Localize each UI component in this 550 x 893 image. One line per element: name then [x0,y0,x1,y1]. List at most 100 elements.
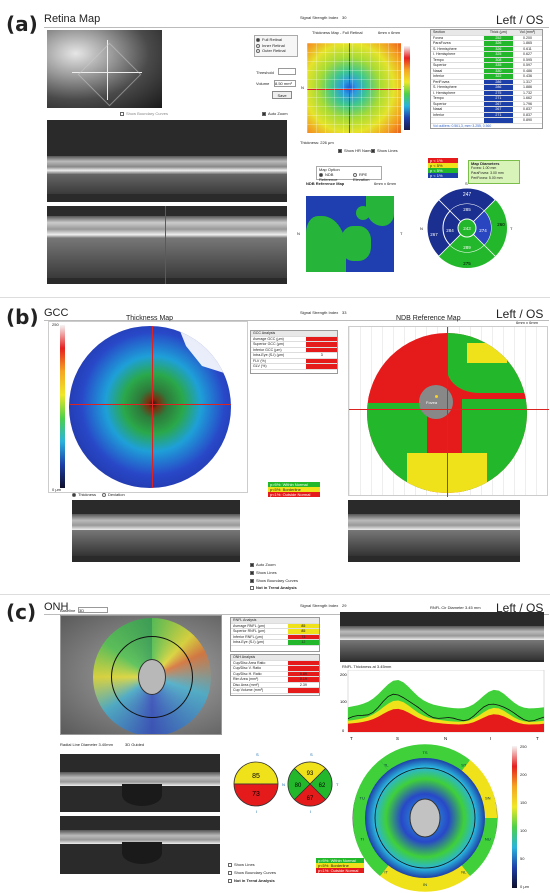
show-lines[interactable]: Show Lines [371,148,398,153]
show-hr-names[interactable]: Show HR Names [338,148,375,153]
hemi-i-label: I [256,809,258,814]
gcc-colorbar-top: 250 [52,322,59,327]
inner-temporal [467,211,492,245]
volume-value: 8.50 mm³ [274,80,296,87]
gcc-legend-outside: p<1%: Outside Normal [268,492,320,497]
onh-row: Cup/Disc H. Ratio 0.89 [231,671,319,677]
rnfl-cir-scan [340,612,544,662]
section-row: Inferior 322 0.436 [431,74,542,80]
map-option-ndb[interactable]: NDB Reference [319,172,338,182]
gcc-radio-deviation[interactable]: Deviation [102,492,125,497]
onh-show-lines[interactable]: Show Lines [228,862,255,867]
onh-cb-50: 50 [520,856,525,861]
axis-t2: T [536,736,539,741]
section-name: Inferior [433,112,445,117]
onh-row: Cup/Disc Area Ratio [231,660,319,666]
axis-n: N [444,736,447,741]
section-table-header: Section Thick (μm) Vol (mm³) [431,30,542,36]
save-button[interactable]: Save [272,91,292,99]
section-name: ParaFovea [433,41,451,45]
section-vol: 1.796 [522,101,532,106]
thickness-readout: Thickness: 226 μm [300,140,334,145]
hemi-inferior [233,783,279,807]
gcc-show-boundary[interactable]: Show Boundary Curves [250,578,298,583]
gcc-row: FLV (%) [251,358,337,364]
show-boundary-center[interactable]: Show Boundary Curves [120,111,168,116]
onh-not-trend[interactable]: Not in Trend Analysis [228,878,275,883]
rnfl-row-label: Inferior RNFL (μm) [233,634,263,639]
gcc-thickness-title: Thickness Map [126,315,174,322]
thickness-chart-title: RNFL Thickness at 3.45mm [342,664,392,669]
gcc-row-value [306,342,337,347]
gcc-row: Intra-Eye (S-I) (μm) 3 [251,353,337,359]
section-thick: 335 [483,63,513,68]
section-name: Nasal [433,107,443,111]
onh-show-boundary[interactable]: Show Boundary Curves [228,870,276,875]
threshold-input[interactable] [278,68,296,75]
map-diameters-box: Map Diameters Fovea: 1.00 mm ParaFovea: … [468,160,520,184]
gcc-ndb-panel: Fovea [348,326,549,497]
onh-row: Rim Area (mm²) 0.19 [231,677,319,683]
onh-sector-label: NU [485,836,491,841]
map-option-rpe[interactable]: RPE Elevation [352,172,370,182]
legend-green: p < 5% [428,168,458,173]
gcc-row-label: Inferior GCC (μm) [253,347,282,352]
gcc-not-trend[interactable]: Not in Trend Analysis [250,585,297,590]
section-row: ParaFovea 326 1.865 [431,41,542,47]
col-section: Section [433,30,445,34]
baseline-select[interactable]: 3D [78,607,108,613]
ndb-compass-n: N [297,231,300,236]
map-legend: p < 1% p < 5% p < 5% p < 1% [428,158,458,178]
auto-zoom-a[interactable]: Auto Zoom [262,111,288,116]
thickness-option-full[interactable]: Full Retinal [255,36,297,43]
onh-row-value: 0.89 [287,671,319,676]
baseline-label: Baseline [60,608,76,613]
sector-circle: 247 285 267 284 243 274 260 289 275 [426,187,508,269]
quad-nasal [287,767,311,801]
section-name: Superior [433,101,447,106]
gcc-thickness-map[interactable] [69,326,231,488]
guided-label: 3D Guided [125,742,145,747]
section-thick: 326 [483,41,513,46]
section-name: S. Hemisphere [433,85,457,89]
section-thick [483,118,513,123]
panel-c-eye: Left / OS [496,601,544,615]
thickness-option-outer[interactable]: Outer Retinal [255,48,297,53]
outside-band [348,708,544,732]
hemi-s-label: S [256,752,259,757]
panel-a-signal-value: 30 [342,15,347,20]
onh-sector-label: NL [461,869,467,874]
section-row: Inferior 271 0.837 [431,112,542,118]
inner-superior [450,203,484,228]
panel-a-eye: Left / OS [496,13,544,27]
oct-scan-a2 [47,206,287,284]
section-vol: 1.662 [522,96,532,100]
panel-c-signal-value: 29 [342,603,347,608]
retina-colorbar [404,46,410,130]
hemi-superior [233,761,279,785]
quad-inferior [293,783,327,807]
panel-b-signal-value: 33 [342,310,347,315]
thickness-option-inner[interactable]: Inner Retinal [255,43,297,48]
map-diameter-perifovea: PeriFovea: 5.00 mm [471,176,503,180]
gcc-auto-zoom[interactable]: Auto Zoom [250,562,276,567]
onh-cb-250: 250 [520,744,527,749]
sector-inner-t: 274 [479,228,487,233]
onh-legend: p>5%: Within Normal p<5%: Borderline p<1… [316,858,364,873]
section-name: Inferior [433,74,445,78]
section-row: Tempo 271 1.662 [431,96,542,102]
section-thick: 271 [483,112,513,117]
quad-i-value: 67 [307,796,314,802]
sector-center: 243 [463,226,471,231]
section-thick: 286 [483,85,513,90]
onh-legend-outside: p<1%: Outside Normal [316,868,364,873]
gcc-show-lines[interactable]: Show Lines [250,570,277,575]
circle-s: S [465,181,468,186]
retina-thickness-heatmap[interactable] [307,43,401,133]
gcc-radio-thickness[interactable]: Thickness [72,492,96,497]
panel-c-signal-label: Signal Strength Index [300,603,339,608]
section-thick: 267 [483,101,513,106]
onh-fundus[interactable] [60,615,222,735]
section-name: Superior [433,63,447,67]
oct-scan-a1 [47,120,287,202]
